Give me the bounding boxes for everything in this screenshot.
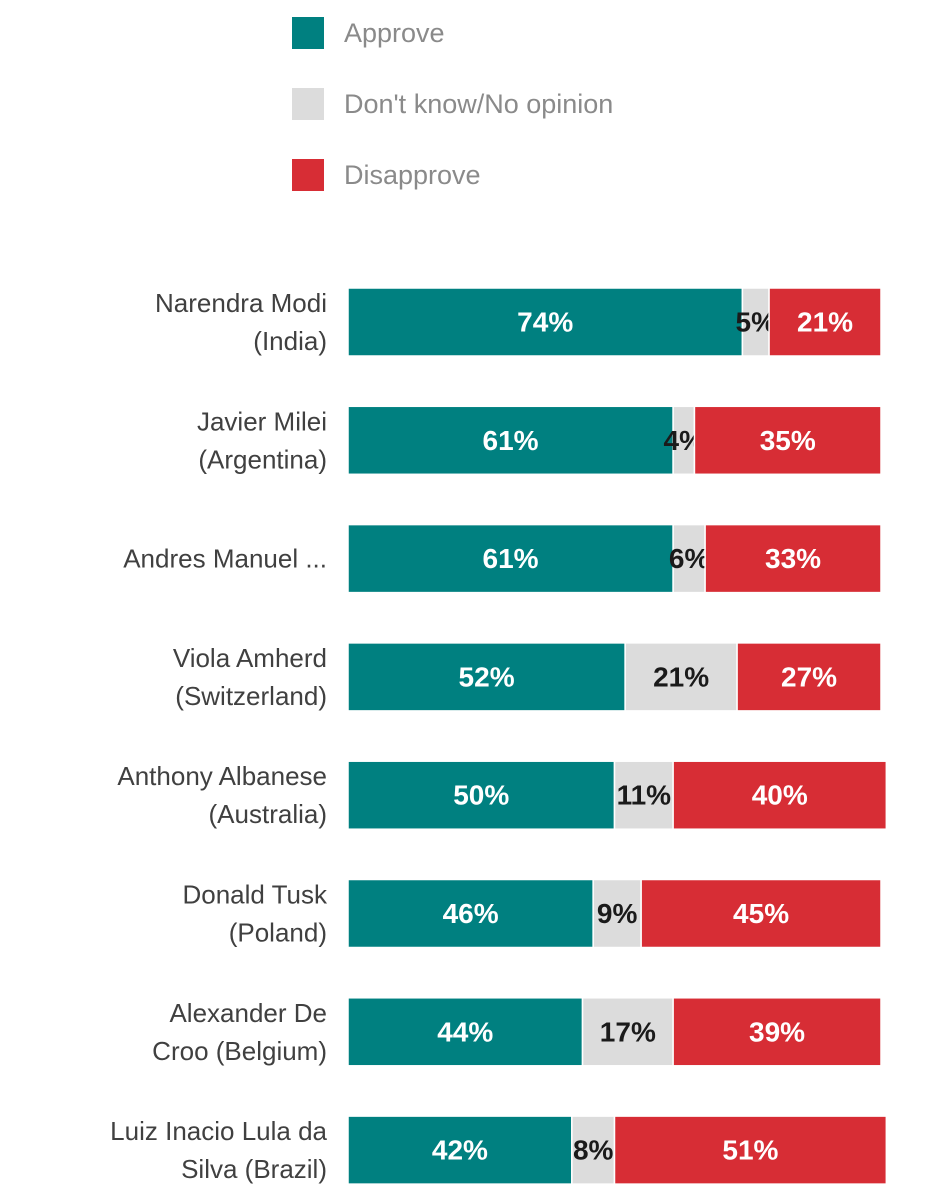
legend-swatch-don-t-know-no-opinion (292, 88, 324, 120)
value-label-disapprove-2: 33% (765, 543, 821, 574)
value-label-don-t-know-no-opinion-7: 8% (573, 1135, 614, 1166)
category-label-3-line-0: Viola Amherd (173, 643, 327, 673)
category-label-7-line-1: Silva (Brazil) (181, 1154, 327, 1184)
value-label-don-t-know-no-opinion-4: 11% (617, 780, 672, 811)
bar-approve-0 (347, 287, 744, 357)
category-label-4-line-0: Anthony Albanese (117, 761, 327, 791)
bar-don-t-know-no-opinion-6 (581, 997, 674, 1067)
value-label-don-t-know-no-opinion-3: 21% (653, 661, 709, 692)
legend: Approve Don't know/No opinion Disapprove (292, 17, 613, 191)
bar-don-t-know-no-opinion-3 (624, 642, 738, 712)
value-label-disapprove-7: 51% (722, 1135, 778, 1166)
category-label-1-line-0: Javier Milei (197, 406, 327, 436)
category-labels: Narendra Modi (India) Javier Milei (Argenti… (110, 288, 328, 1184)
bar-approve-2 (347, 523, 674, 594)
value-label-don-t-know-no-opinion-2: 6% (669, 543, 710, 574)
bar-approve-3 (347, 642, 626, 712)
category-label-1-line-1: (Argentina) (198, 444, 327, 474)
value-label-disapprove-3: 27% (781, 661, 837, 692)
legend-label-don-t-know-no-opinion: Don't know/No opinion (344, 89, 613, 119)
category-label-5-line-0: Donald Tusk (182, 880, 328, 910)
bar-disapprove-0 (768, 287, 882, 357)
bar-don-t-know-no-opinion-2 (672, 523, 706, 594)
bar-disapprove-7 (613, 1115, 888, 1185)
bar-disapprove-2 (704, 523, 882, 594)
category-label-6-line-0: Alexander De (169, 998, 327, 1028)
bar-approve-1 (347, 405, 674, 476)
bar-disapprove-5 (640, 878, 882, 949)
category-label-6-line-1: Croo (Belgium) (152, 1036, 327, 1066)
category-label-5-line-1: (Poland) (229, 918, 327, 948)
value-label-approve-5: 46% (443, 898, 499, 929)
value-label-disapprove-0: 21% (797, 307, 853, 338)
value-label-disapprove-1: 35% (760, 425, 816, 456)
bar-don-t-know-no-opinion-7 (571, 1115, 616, 1185)
legend-swatch-approve (292, 17, 324, 49)
bar-approve-6 (347, 997, 584, 1067)
bar-disapprove-4 (672, 760, 888, 830)
value-label-don-t-know-no-opinion-5: 9% (597, 898, 638, 929)
value-label-approve-4: 50% (453, 780, 509, 811)
legend-label-approve: Approve (344, 18, 445, 48)
value-label-disapprove-5: 45% (733, 898, 789, 929)
value-label-disapprove-4: 40% (752, 780, 808, 811)
bar-approve-7 (347, 1115, 573, 1185)
category-label-4-line-1: (Australia) (209, 799, 327, 829)
value-label-approve-6: 44% (437, 1016, 493, 1047)
value-label-approve-7: 42% (432, 1135, 488, 1166)
legend-swatch-disapprove (292, 159, 324, 191)
category-label-3-line-1: (Switzerland) (175, 681, 327, 711)
stacked-bars: 74% 5% 21%61% 4% 35%61% 6% 33%52% 21% 27%50% 11% 4… (347, 287, 888, 1185)
value-label-approve-3: 52% (459, 661, 515, 692)
legend-label-disapprove: Disapprove (344, 160, 481, 190)
category-label-0-line-1: (India) (253, 326, 327, 356)
bar-don-t-know-no-opinion-5 (592, 878, 642, 949)
bar-disapprove-3 (736, 642, 882, 712)
bar-don-t-know-no-opinion-4 (613, 760, 674, 830)
bar-approve-5 (347, 878, 594, 949)
bar-don-t-know-no-opinion-0 (741, 287, 770, 357)
category-label-0-line-0: Narendra Modi (155, 288, 327, 318)
category-label-2-line-0: Andres Manuel ... (123, 544, 327, 574)
value-label-approve-2: 61% (483, 543, 539, 574)
bar-disapprove-1 (693, 405, 882, 476)
value-label-approve-0: 74% (517, 307, 573, 338)
value-label-don-t-know-no-opinion-6: 17% (600, 1016, 656, 1047)
value-label-disapprove-6: 39% (749, 1016, 805, 1047)
bar-disapprove-6 (672, 997, 882, 1067)
value-label-approve-1: 61% (483, 425, 539, 456)
category-label-7-line-0: Luiz Inacio Lula da (110, 1116, 327, 1146)
